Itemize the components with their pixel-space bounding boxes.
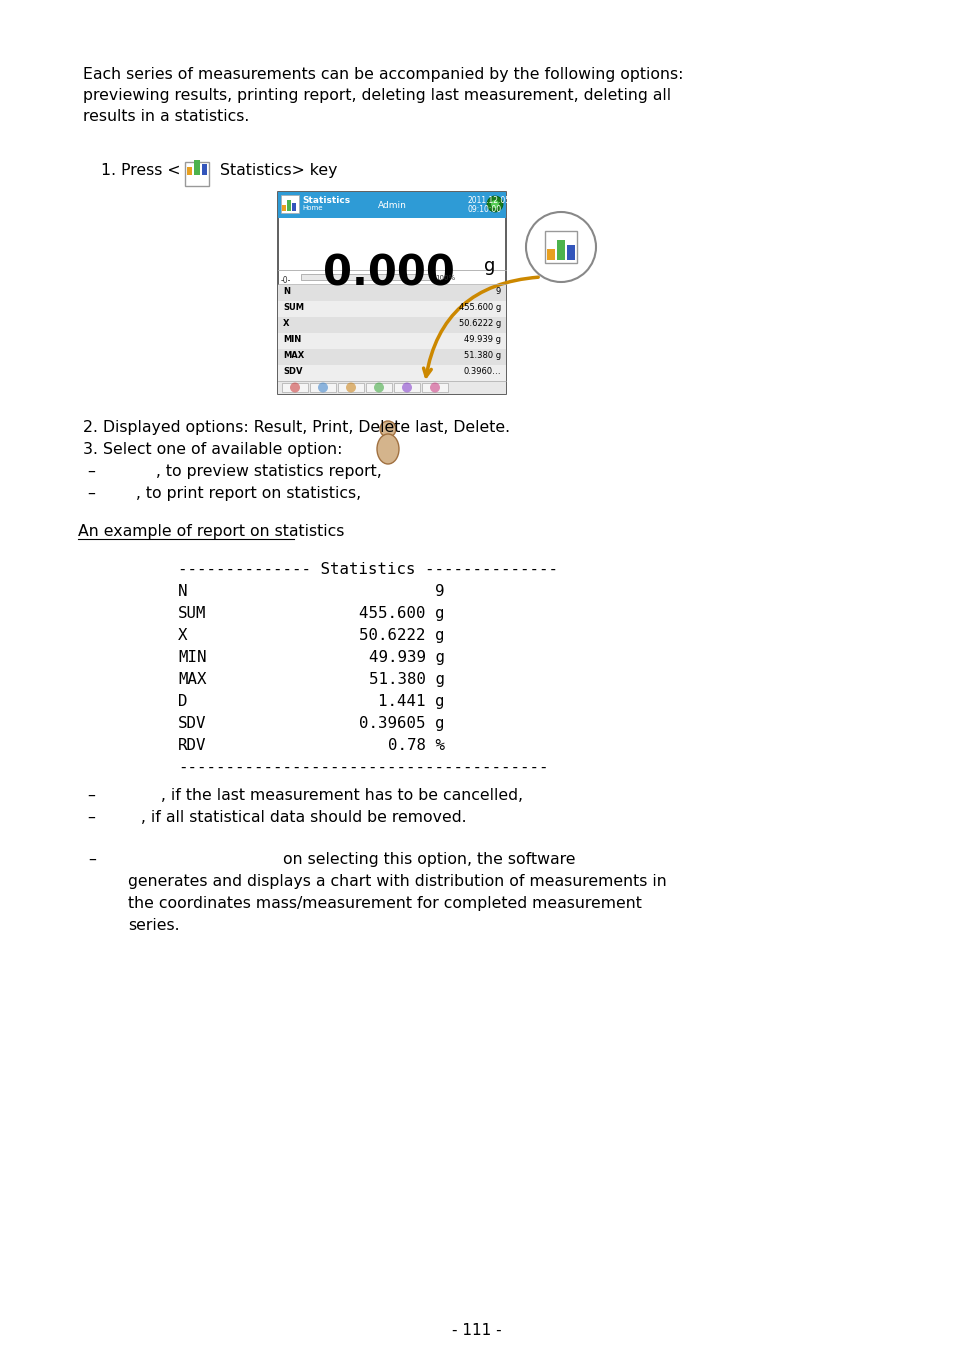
Text: Admin: Admin	[377, 201, 406, 211]
Bar	[337, 383, 364, 392]
Text: 49.939 g: 49.939 g	[463, 335, 500, 344]
Text: previewing results, printing report, deleting last measurement, deleting all: previewing results, printing report, del…	[83, 88, 670, 103]
Text: 9: 9	[496, 288, 500, 296]
Text: 2011.12.05: 2011.12.05	[468, 196, 511, 205]
Text: Home: Home	[302, 205, 322, 211]
FancyBboxPatch shape	[185, 162, 209, 186]
Bar	[281, 194, 298, 213]
Text: SDV: SDV	[178, 716, 206, 730]
Text: Statistics: Statistics	[302, 196, 350, 205]
Circle shape	[491, 200, 498, 208]
Bar	[287, 200, 291, 211]
Text: SUM: SUM	[178, 606, 206, 621]
Text: on selecting this option, the software: on selecting this option, the software	[283, 852, 575, 867]
Text: X: X	[283, 319, 289, 328]
Bar	[301, 274, 431, 279]
Text: MIN: MIN	[178, 649, 206, 666]
Bar	[544, 231, 577, 263]
Text: An example of report on statistics: An example of report on statistics	[78, 524, 344, 539]
Text: 1.441 g: 1.441 g	[378, 694, 444, 709]
Circle shape	[290, 382, 299, 393]
Text: RDV: RDV	[178, 738, 206, 753]
Bar	[277, 333, 505, 350]
Bar	[277, 301, 505, 317]
Text: 9: 9	[435, 585, 444, 599]
Circle shape	[379, 421, 395, 437]
Bar	[187, 166, 193, 176]
Text: 50.6222 g: 50.6222 g	[458, 319, 500, 328]
Bar	[282, 383, 308, 392]
Text: 100%: 100%	[435, 275, 455, 281]
Text: –        , to print report on statistics,: – , to print report on statistics,	[88, 486, 361, 501]
Bar	[277, 364, 505, 381]
Text: generates and displays a chart with distribution of measurements in: generates and displays a chart with dist…	[128, 873, 666, 890]
Bar	[277, 192, 505, 217]
Text: N: N	[283, 288, 290, 296]
Text: - 111 -: - 111 -	[452, 1323, 501, 1338]
Text: 50.6222 g: 50.6222 g	[359, 628, 444, 643]
Bar	[292, 202, 295, 211]
Text: N: N	[178, 585, 188, 599]
Text: 49.939 g: 49.939 g	[369, 649, 444, 666]
Circle shape	[401, 382, 412, 393]
Circle shape	[374, 382, 384, 393]
Text: results in a statistics.: results in a statistics.	[83, 109, 249, 124]
Bar	[546, 248, 555, 261]
Text: 0.000: 0.000	[323, 252, 455, 294]
Text: 0.78 %: 0.78 %	[388, 738, 444, 753]
Ellipse shape	[376, 433, 398, 464]
Text: 1. Press <: 1. Press <	[101, 163, 180, 178]
Bar	[557, 240, 564, 261]
Text: 455.600 g: 455.600 g	[359, 606, 444, 621]
Text: –         , if all statistical data should be removed.: – , if all statistical data should be re…	[88, 810, 466, 825]
Circle shape	[346, 382, 355, 393]
Bar	[277, 317, 505, 333]
Text: Each series of measurements can be accompanied by the following options:: Each series of measurements can be accom…	[83, 68, 682, 82]
Bar	[421, 383, 448, 392]
Bar	[277, 381, 505, 394]
Text: -0-: -0-	[281, 275, 291, 285]
Text: 51.380 g: 51.380 g	[463, 351, 500, 360]
Text: Statistics> key: Statistics> key	[214, 163, 337, 178]
Text: X: X	[178, 628, 188, 643]
Bar	[277, 350, 505, 365]
Circle shape	[525, 212, 596, 282]
Text: SDV: SDV	[283, 367, 302, 377]
Text: 51.380 g: 51.380 g	[369, 672, 444, 687]
Text: -------------- Statistics --------------: -------------- Statistics --------------	[178, 562, 558, 576]
Bar	[566, 244, 575, 261]
Text: 455.600 g: 455.600 g	[458, 302, 500, 312]
Text: 2. Displayed options: Result, Print, Delete last, Delete.: 2. Displayed options: Result, Print, Del…	[83, 420, 510, 435]
Bar	[277, 285, 505, 301]
Text: 0.39605 g: 0.39605 g	[359, 716, 444, 730]
Text: D: D	[178, 694, 188, 709]
Text: 3. Select one of available option:: 3. Select one of available option:	[83, 441, 342, 458]
Text: series.: series.	[128, 918, 179, 933]
Text: –             , if the last measurement has to be cancelled,: – , if the last measurement has to be ca…	[88, 788, 522, 803]
Bar	[277, 192, 505, 394]
Text: MAX: MAX	[283, 351, 304, 360]
Text: 09:10:00: 09:10:00	[468, 205, 501, 215]
Bar	[201, 163, 207, 176]
Text: ---------------------------------------: ---------------------------------------	[178, 760, 548, 775]
Bar	[394, 383, 419, 392]
FancyArrowPatch shape	[423, 277, 537, 377]
Circle shape	[430, 382, 439, 393]
Text: –            , to preview statistics report,: – , to preview statistics report,	[88, 464, 381, 479]
Bar	[310, 383, 335, 392]
Bar	[366, 383, 392, 392]
Text: SUM: SUM	[283, 302, 304, 312]
Circle shape	[317, 382, 328, 393]
Text: MAX: MAX	[178, 672, 206, 687]
Circle shape	[486, 196, 502, 212]
Text: –: –	[88, 852, 95, 867]
Bar	[194, 159, 199, 176]
Text: the coordinates mass/measurement for completed measurement: the coordinates mass/measurement for com…	[128, 896, 641, 911]
Text: MIN: MIN	[283, 335, 301, 344]
Text: g: g	[483, 256, 495, 275]
Text: 0.3960…: 0.3960…	[463, 367, 500, 377]
Bar	[282, 205, 286, 211]
